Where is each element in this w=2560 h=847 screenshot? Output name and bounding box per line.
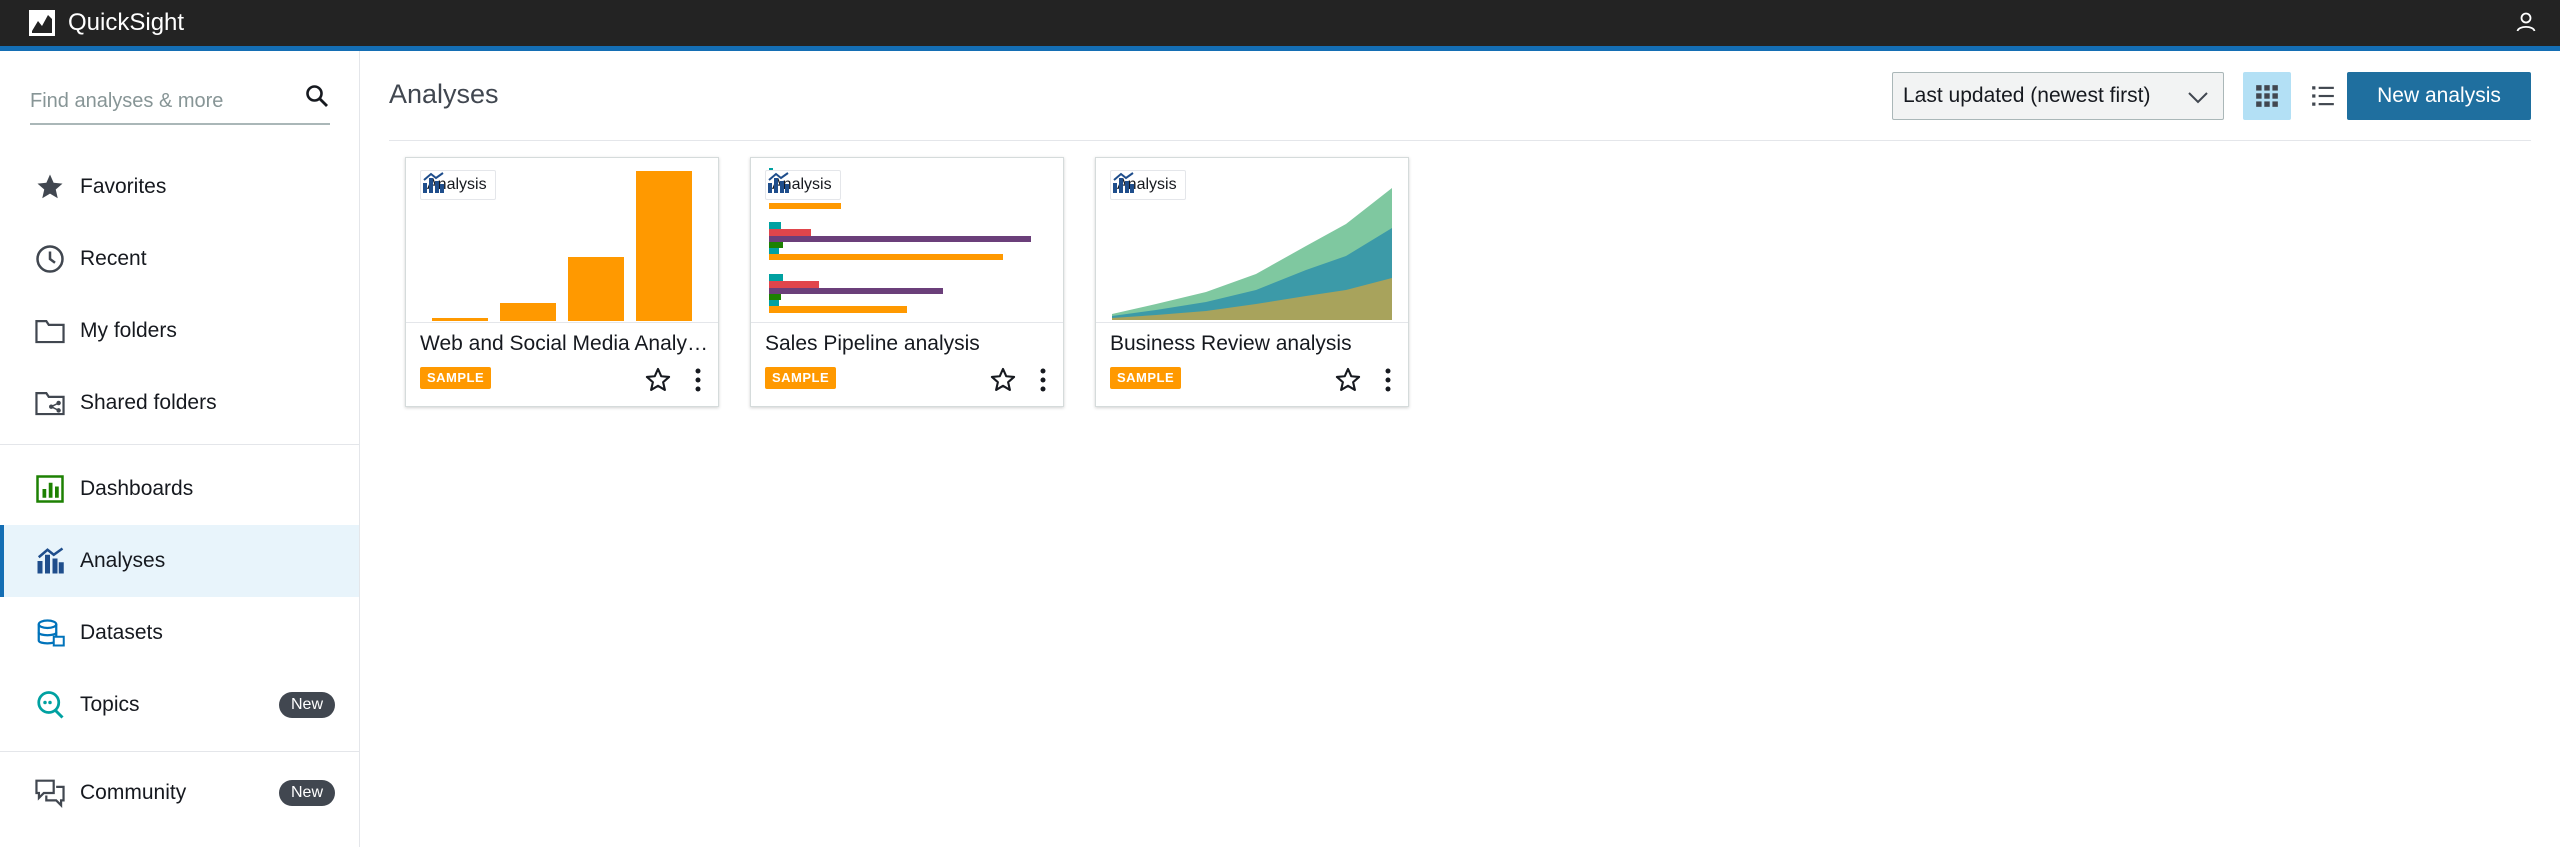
sidebar-item-topics[interactable]: Topics New xyxy=(0,669,359,741)
brand[interactable]: QuickSight xyxy=(28,9,184,37)
sidebar-item-analyses[interactable]: Analyses xyxy=(0,525,359,597)
area-chart-thumbnail xyxy=(1112,188,1392,320)
clock-icon xyxy=(34,243,66,275)
analysis-card[interactable]: Analysis Sales Pipeline analysis SAMPLE xyxy=(750,157,1064,407)
nav-community: Community New xyxy=(0,757,359,829)
sidebar-item-label: Dashboards xyxy=(80,477,194,500)
more-options-icon[interactable] xyxy=(1035,366,1051,394)
header-divider xyxy=(389,140,2531,141)
sort-dropdown[interactable]: Last updated (newest first) xyxy=(1892,72,2224,120)
more-options-icon[interactable] xyxy=(1380,366,1396,394)
shared-folder-icon xyxy=(34,387,66,419)
sidebar-item-favorites[interactable]: Favorites xyxy=(0,151,359,223)
type-tag: Analysis xyxy=(1110,170,1186,200)
card-title[interactable]: Sales Pipeline analysis xyxy=(765,332,980,355)
card-title[interactable]: Web and Social Media Analytics analysis xyxy=(420,332,710,355)
search-box xyxy=(30,77,330,125)
sidebar-item-datasets[interactable]: Datasets xyxy=(0,597,359,669)
analysis-icon xyxy=(34,545,66,577)
list-icon xyxy=(2312,86,2334,106)
grid-view-toggle[interactable] xyxy=(2243,72,2291,120)
sidebar-item-label: Shared folders xyxy=(80,391,217,414)
sidebar-item-dashboards[interactable]: Dashboards xyxy=(0,453,359,525)
topics-icon xyxy=(34,689,66,721)
analysis-icon xyxy=(768,172,789,193)
sort-selected-value: Last updated (newest first) xyxy=(1903,84,2151,107)
search-input[interactable] xyxy=(30,85,290,117)
sidebar-item-community[interactable]: Community New xyxy=(0,757,359,829)
sidebar-item-label: Community xyxy=(80,781,187,804)
bar-chart-thumbnail xyxy=(432,171,692,321)
sidebar-item-shared-folders[interactable]: Shared folders xyxy=(0,367,359,439)
analysis-icon xyxy=(1113,172,1134,193)
card-thumbnail[interactable]: Analysis xyxy=(1096,158,1408,323)
chevron-down-icon xyxy=(2188,92,2208,104)
dashboard-icon xyxy=(34,473,66,505)
star-icon[interactable] xyxy=(1334,366,1362,394)
card-thumbnail[interactable]: Analysis xyxy=(406,158,718,323)
more-options-icon[interactable] xyxy=(690,366,706,394)
folder-icon xyxy=(34,315,66,347)
sample-badge: SAMPLE xyxy=(765,367,837,389)
card-thumbnail[interactable]: Analysis xyxy=(751,158,1063,323)
nav-divider xyxy=(0,444,359,445)
sidebar-item-label: My folders xyxy=(80,319,177,342)
sidebar-item-label: Recent xyxy=(80,247,147,270)
top-bar-accent xyxy=(0,46,2560,51)
analysis-card[interactable]: Analysis Business Review analysis SAMPLE xyxy=(1095,157,1409,407)
sidebar-item-label: Datasets xyxy=(80,621,163,644)
analysis-icon xyxy=(423,172,444,193)
type-tag: Analysis xyxy=(420,170,496,200)
sidebar-item-label: Topics xyxy=(80,693,140,716)
sidebar-item-label: Analyses xyxy=(80,549,166,572)
search-icon[interactable] xyxy=(304,83,330,109)
app-title: QuickSight xyxy=(68,9,185,36)
analysis-card[interactable]: Analysis Web and Social Media Analytic s … xyxy=(405,157,719,407)
community-icon xyxy=(34,777,66,809)
star-icon[interactable] xyxy=(989,366,1017,394)
list-view-toggle[interactable] xyxy=(2299,72,2347,120)
quicksight-logo-icon xyxy=(29,10,55,36)
sample-badge: SAMPLE xyxy=(420,367,492,389)
user-icon[interactable] xyxy=(2514,10,2538,34)
sidebar: Favorites Recent My folders Shared folde… xyxy=(0,51,360,847)
grid-icon xyxy=(2256,85,2278,107)
nav-personal: Favorites Recent My folders Shared folde… xyxy=(0,151,359,439)
horizontal-bar-thumbnail xyxy=(769,168,1031,313)
sidebar-item-label: Favorites xyxy=(80,175,167,198)
dataset-icon xyxy=(34,617,66,649)
page-title: Analyses xyxy=(389,79,499,109)
new-analysis-button[interactable]: New analysis xyxy=(2347,72,2531,120)
nav-divider xyxy=(0,751,359,752)
new-badge: New xyxy=(278,780,335,806)
star-icon xyxy=(34,171,66,203)
sidebar-item-my-folders[interactable]: My folders xyxy=(0,295,359,367)
sample-badge: SAMPLE xyxy=(1110,367,1182,389)
star-icon[interactable] xyxy=(644,366,672,394)
type-tag: Analysis xyxy=(765,170,841,200)
main-content: Analyses Last updated (newest first) New… xyxy=(361,51,2560,847)
new-badge: New xyxy=(278,692,335,718)
card-title[interactable]: Business Review analysis xyxy=(1110,332,1352,355)
nav-assets: Dashboards Analyses Datasets Topics New xyxy=(0,453,359,741)
sidebar-item-recent[interactable]: Recent xyxy=(0,223,359,295)
top-bar: QuickSight xyxy=(0,0,2560,46)
